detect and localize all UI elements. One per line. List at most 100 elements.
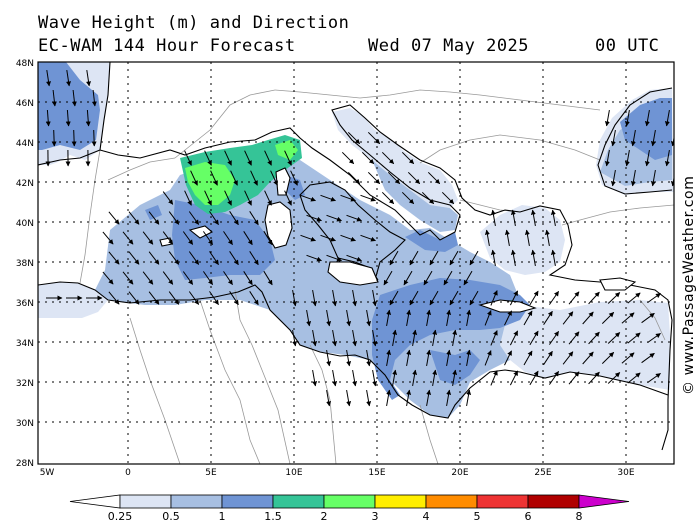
wave-arrow (484, 310, 492, 326)
sardinia (264, 201, 293, 249)
wave-arrow (182, 231, 194, 245)
wave-arrow (607, 292, 621, 304)
wave-arrow (352, 330, 358, 347)
wave-arrow (641, 352, 655, 364)
colorbar-swatch (476, 494, 529, 509)
wave-arrow (332, 330, 338, 347)
wave-arrow (529, 330, 539, 346)
wave-arrow (509, 370, 519, 386)
lat-label: 40N (16, 219, 34, 229)
wave-arrow (182, 271, 194, 285)
wave-arrow (490, 209, 496, 226)
wave-arrow (86, 70, 91, 87)
wave-arrow (452, 329, 458, 346)
wave-arrow (386, 389, 392, 406)
wave-arrow (223, 271, 233, 286)
wave-arrow (647, 292, 661, 304)
wave-arrow (264, 190, 272, 206)
wave-arrow (644, 110, 650, 127)
wave-arrow (243, 271, 253, 286)
wave-arrow (429, 290, 439, 306)
wave-arrow (588, 371, 600, 385)
wave-arrow (229, 211, 239, 226)
wave-arrow (446, 389, 452, 406)
wave-arrow (650, 170, 656, 187)
wave-arrow (91, 89, 97, 107)
wave-arrow (65, 109, 71, 127)
wave-arrow (568, 331, 580, 345)
wave-arrow (466, 309, 472, 326)
colorbar-label: 1.5 (264, 510, 282, 523)
wave-arrow (361, 151, 375, 165)
wave-arrow (484, 229, 490, 246)
lat-label: 36N (16, 299, 34, 309)
colorbar-swatch (425, 494, 478, 509)
wave-arrow (209, 251, 219, 266)
wave-arrow (326, 254, 342, 262)
wave-arrow (108, 211, 120, 225)
wave-arrow (346, 350, 352, 367)
wave-arrow (392, 329, 398, 346)
wave-arrow (366, 390, 372, 407)
wave-arrow (352, 370, 358, 387)
lon-label: 0 (125, 468, 131, 478)
wave-arrow (243, 231, 253, 246)
forecast-date: Wed 07 May 2025 (368, 36, 530, 56)
mallorca (188, 225, 213, 239)
wave-arrow (647, 332, 661, 344)
wave-arrow (670, 175, 674, 187)
wave-arrow (184, 150, 192, 166)
wave-arrow (367, 131, 381, 145)
wave-arrow (607, 332, 621, 344)
wave-arrow (610, 170, 616, 187)
wave-arrow (504, 350, 512, 366)
wave-arrow (412, 329, 418, 346)
lon-label: 25E (534, 468, 551, 478)
wave-height-colorbar: 0.25 0.5 1 1.5 2 3 4 5 6 8 (69, 494, 630, 523)
colorbar-label: 4 (423, 510, 430, 523)
wave-arrow (644, 150, 650, 167)
wave-arrow (320, 194, 336, 202)
wave-arrow (387, 171, 401, 185)
wave-arrow (621, 352, 635, 364)
wave-arrow (46, 70, 51, 87)
wave-arrow (381, 191, 395, 205)
wave-arrow (562, 351, 574, 365)
wave-arrow (650, 130, 656, 147)
wave-arrow (188, 291, 200, 305)
wave-arrow (263, 230, 273, 246)
wave-arrow (372, 290, 378, 307)
wave-arrow (142, 231, 154, 245)
wave-arrow (406, 349, 412, 366)
wave-arrow (544, 229, 550, 246)
wave-arrow (409, 250, 419, 266)
wave-arrow (630, 130, 636, 147)
wave-arrow (229, 251, 239, 266)
wave-arrow (312, 330, 318, 347)
lat-label: 28N (16, 459, 34, 469)
wave-arrow (550, 249, 556, 266)
colorbar-label: 3 (372, 510, 379, 523)
wave-arrow (223, 231, 233, 246)
wave-arrow (352, 290, 358, 307)
wave-arrow (406, 309, 412, 326)
wave-arrow (568, 291, 580, 305)
wave-arrow (347, 131, 361, 145)
wave-arrow (510, 209, 516, 226)
wave-arrow (51, 129, 57, 147)
wave-arrow (490, 290, 498, 306)
wave-arrow (641, 312, 655, 324)
wave-arrow (543, 350, 553, 365)
wave-arrow (284, 190, 292, 206)
wave-arrow (627, 372, 641, 384)
wave-arrow (366, 350, 372, 367)
wave-arrow (607, 372, 621, 384)
wave-arrow (148, 291, 160, 305)
wave-arrow (466, 389, 472, 406)
wave-arrow (290, 170, 298, 186)
lat-label: 32N (16, 379, 34, 389)
wave-arrow (543, 310, 553, 325)
wave-arrow (332, 290, 338, 307)
wave-arrow (604, 110, 610, 127)
wave-arrow (326, 390, 332, 407)
